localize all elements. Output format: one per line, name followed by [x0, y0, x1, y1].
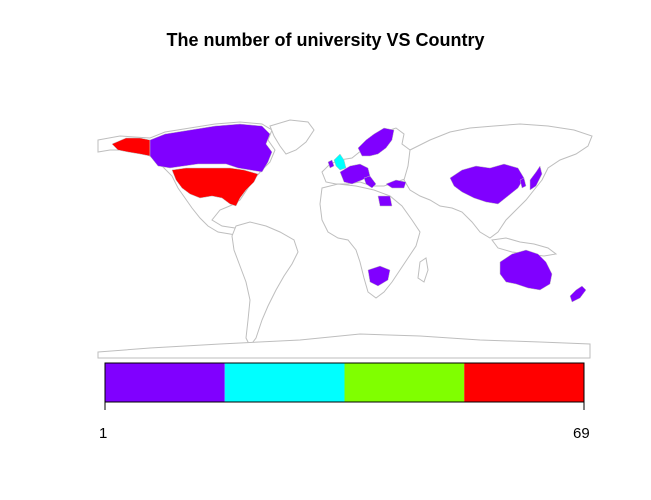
country-uk — [333, 153, 347, 171]
legend-bin-2 — [224, 363, 345, 402]
legend-border — [104, 362, 585, 403]
country-korea — [519, 177, 527, 189]
country-turkey — [385, 179, 407, 189]
land-antarctica — [97, 333, 591, 359]
country-canada — [149, 123, 273, 173]
country-scandinavia — [357, 127, 395, 157]
legend-bin-4 — [464, 363, 584, 402]
map-title: The number of university VS Country — [166, 30, 485, 50]
land-south-america — [231, 221, 299, 347]
country-new-zealand — [569, 285, 587, 303]
country-south-africa — [367, 265, 391, 287]
land-africa — [319, 183, 421, 299]
country-china — [449, 163, 525, 205]
country-usa — [171, 167, 259, 207]
land-greenland — [269, 119, 315, 155]
country-japan — [529, 165, 543, 191]
country-ireland — [327, 159, 335, 169]
legend-bin-3 — [344, 363, 465, 402]
country-australia — [499, 249, 553, 291]
land-indonesia — [491, 237, 558, 257]
legend-min-label: 1 — [99, 425, 108, 442]
legend-max-label: 69 — [573, 425, 590, 442]
legend-bin-1 — [105, 363, 225, 402]
country-egypt — [377, 195, 393, 207]
land-madagascar — [417, 257, 429, 283]
country-italy — [363, 175, 377, 189]
